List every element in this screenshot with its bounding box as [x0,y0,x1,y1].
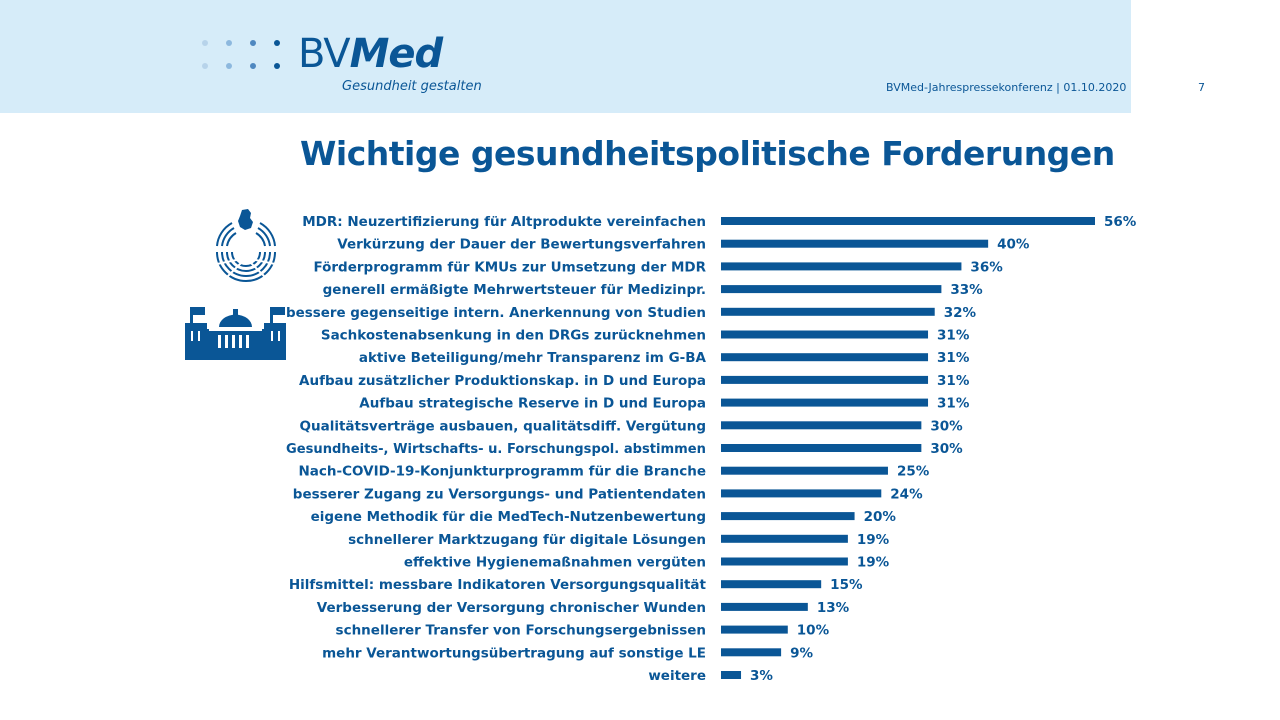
category-label: Förderprogramm für KMUs zur Umsetzung de… [313,259,706,275]
data-label: 9% [790,645,813,661]
logo-text-regular: BV [298,31,351,77]
data-label: 25% [897,464,930,480]
category-label: effektive Hygienemaßnahmen vergüten [404,555,706,571]
category-label: weitere [648,668,706,684]
category-label: Sachkostenabsenkung in den DRGs zurückne… [321,328,706,344]
bar [721,285,942,294]
category-label: Aufbau strategische Reserve in D und Eur… [359,396,706,412]
category-label: Aufbau zusätzlicher Produktionskap. in D… [299,373,706,389]
bar [721,444,922,452]
category-label: bessere gegenseitige intern. Anerkennung… [286,305,706,321]
category-label: mehr Verantwortungsübertragung auf sonst… [322,645,706,661]
data-label: 30% [930,441,963,457]
bar [721,534,848,543]
data-label: 31% [937,328,970,344]
data-label: 24% [890,486,923,502]
bar [721,625,788,634]
category-label: Nach-COVID-19-Konjunkturprogramm für die… [298,464,706,480]
bar [721,580,822,589]
bar [721,602,808,611]
bvmed-logo: BVMed [298,31,444,77]
category-label: Qualitätsverträge ausbauen, qualitätsdif… [300,418,706,434]
conference-label: BVMed-Jahrespressekonferenz | 01.10.2020 [886,81,1127,94]
logo-tagline: Gesundheit gestalten [342,79,482,94]
logo-text-bold: Med [349,31,444,77]
category-label: schnellerer Transfer von Forschungsergeb… [336,623,706,639]
bar [721,671,742,679]
logo-dots-icon [202,40,280,69]
data-label: 20% [864,509,897,525]
bar [721,307,935,316]
bar [721,330,929,339]
data-label: 40% [997,237,1030,253]
category-label: MDR: Neuzertifizierung für Altprodukte v… [302,214,706,230]
category-label: Verbesserung der Versorgung chronischer … [317,600,706,616]
category-label: generell ermäßigte Mehrwertsteuer für Me… [323,282,706,298]
data-label: 10% [797,623,830,639]
bar [721,466,888,475]
data-label: 33% [950,282,983,298]
category-label: Gesundheits-, Wirtschafts- u. Forschungs… [286,441,706,457]
category-label: schnellerer Marktzugang für digitale Lös… [348,532,706,548]
category-label: Hilfsmittel: messbare Indikatoren Versor… [289,577,707,593]
page-number: 7 [1198,81,1205,94]
bar [721,375,929,384]
chart-title: Wichtige gesundheitspolitische Forderung… [300,134,1115,173]
category-label: aktive Beteiligung/mehr Transparenz im G… [359,350,707,366]
bar [721,489,882,498]
data-label: 13% [817,600,850,616]
category-label: Verkürzung der Dauer der Bewertungsverfa… [337,237,706,253]
reichstag-building-icon [185,307,286,360]
data-label: 56% [1104,214,1137,230]
bar [721,398,929,407]
data-label: 36% [970,259,1003,275]
data-label: 15% [830,577,863,593]
category-label: besserer Zugang zu Versorgungs- und Pati… [293,486,706,502]
data-label: 3% [750,668,773,684]
data-label: 31% [937,373,970,389]
data-label: 31% [937,350,970,366]
data-label: 30% [930,418,963,434]
data-label: 19% [857,532,890,548]
bar [721,557,848,566]
bar [721,217,1095,225]
data-label: 32% [944,305,977,321]
category-label: eigene Methodik für die MedTech-Nutzenbe… [311,509,706,525]
data-label: 19% [857,555,890,571]
bundestag-seating-icon [216,209,276,282]
data-label: 31% [937,396,970,412]
bar [721,421,922,430]
header-band [0,0,1131,113]
bar [721,648,782,657]
bar [721,512,855,521]
bar [721,262,962,271]
bar [721,239,989,248]
bar [721,353,929,362]
